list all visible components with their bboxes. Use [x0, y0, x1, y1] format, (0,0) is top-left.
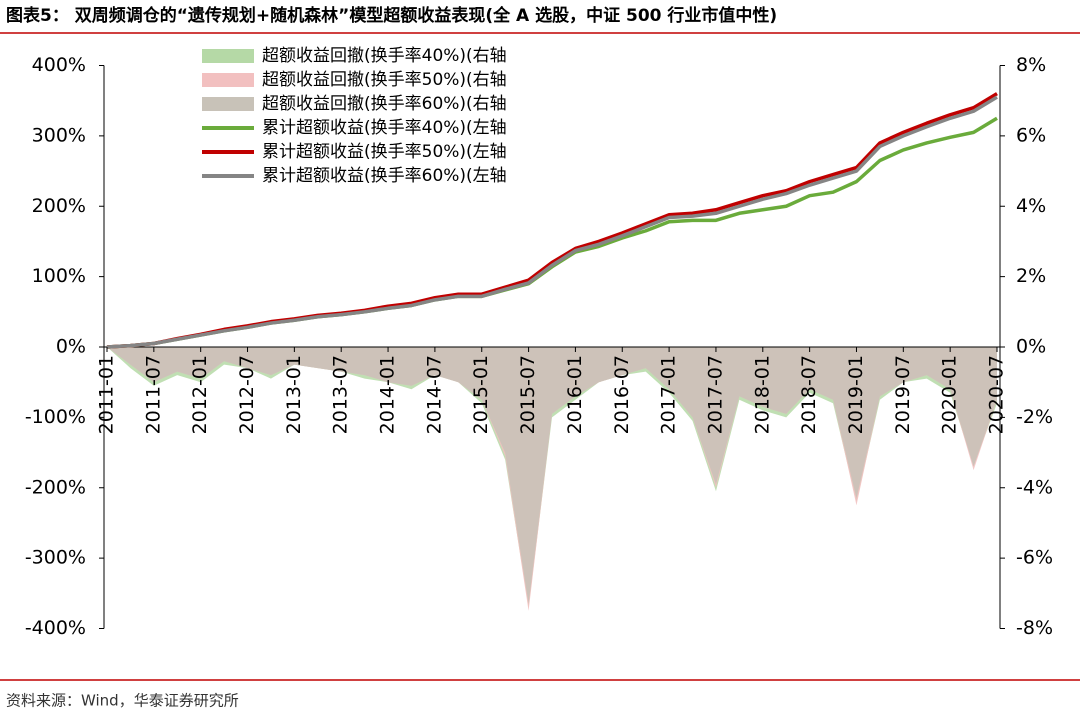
legend-label: 超额收益回撤(换手率40%)(右轴 — [262, 46, 507, 66]
y-tick-label: -200% — [25, 476, 86, 498]
x-tick-label: 2012-07 — [236, 355, 258, 434]
y-tick-label: 100% — [32, 265, 86, 287]
y-tick-label: 300% — [32, 124, 86, 146]
x-tick-label: 2013-07 — [330, 355, 352, 434]
y2-tick-label: 8% — [1016, 54, 1046, 76]
cumulative-line — [106, 92, 998, 349]
x-tick-label: 2020-07 — [986, 355, 1008, 434]
y-tick-label: -400% — [25, 617, 86, 639]
x-tick-label: 2015-01 — [470, 355, 492, 434]
x-tick-label: 2013-01 — [283, 355, 305, 434]
legend-label: 超额收益回撤(换手率50%)(右轴 — [262, 70, 507, 90]
x-tick-label: 2018-07 — [798, 355, 820, 434]
y-tick-label: 200% — [32, 195, 86, 217]
source-note: 资料来源：Wind，华泰证券研究所 — [6, 692, 239, 710]
y2-tick-label: -4% — [1016, 476, 1053, 498]
x-tick-label: 2012-01 — [189, 355, 211, 434]
x-tick-label: 2018-01 — [751, 355, 773, 434]
legend-label: 累计超额收益(换手率50%)(左轴 — [262, 142, 507, 162]
x-tick-label: 2016-01 — [564, 355, 586, 434]
y-tick-label: -100% — [25, 406, 86, 428]
x-tick-label: 2014-01 — [377, 355, 399, 434]
x-tick-label: 2017-07 — [704, 355, 726, 434]
y-tick-label: 0% — [56, 336, 86, 358]
x-tick-label: 2015-07 — [517, 355, 539, 434]
x-tick-label: 2019-07 — [892, 355, 914, 434]
y2-tick-label: -2% — [1016, 406, 1053, 428]
y-tick-label: -300% — [25, 547, 86, 569]
x-tick-label: 2016-07 — [611, 355, 633, 434]
legend-label: 超额收益回撤(换手率60%)(右轴 — [262, 94, 507, 114]
cumulative-line — [106, 95, 998, 349]
x-tick-label: 2011-07 — [142, 355, 164, 434]
legend-swatch — [202, 49, 254, 63]
legend-label: 累计超额收益(换手率40%)(左轴 — [262, 118, 507, 138]
legend-label: 累计超额收益(换手率60%)(左轴 — [262, 166, 507, 186]
legend-swatch — [202, 73, 254, 87]
y-tick-label: 400% — [32, 54, 86, 76]
x-tick-label: 2019-01 — [845, 355, 867, 434]
drawdown-area — [107, 347, 997, 604]
y2-tick-label: 6% — [1016, 124, 1046, 146]
drawdown-area — [107, 347, 997, 608]
y2-tick-label: 0% — [1016, 336, 1046, 358]
chart-title: 图表5： 双周频调仓的“遗传规划+随机森林”模型超额收益表现(全 A 选股，中证… — [6, 5, 777, 26]
x-tick-label: 2017-01 — [658, 355, 680, 434]
y2-tick-label: 4% — [1016, 195, 1046, 217]
y2-tick-label: -6% — [1016, 547, 1053, 569]
y2-tick-label: 2% — [1016, 265, 1046, 287]
y2-tick-label: -8% — [1016, 617, 1053, 639]
x-tick-label: 2014-07 — [423, 355, 445, 434]
x-tick-label: 2011-01 — [96, 355, 118, 434]
x-tick-label: 2020-01 — [939, 355, 961, 434]
legend-swatch — [202, 97, 254, 111]
